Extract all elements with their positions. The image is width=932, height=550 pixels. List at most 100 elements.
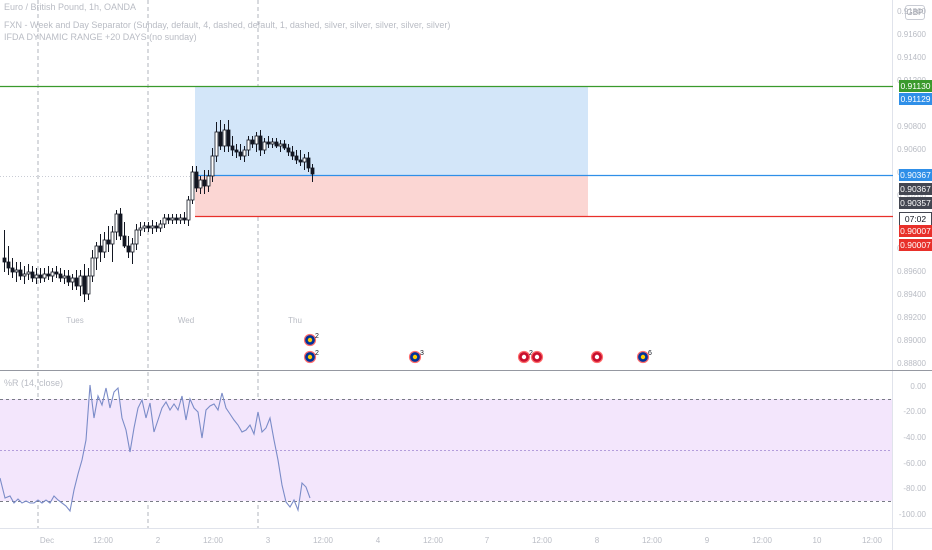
- candle-body: [222, 129, 227, 147]
- candle-body: [134, 229, 139, 245]
- candle-body: [230, 145, 235, 151]
- candle-body: [186, 199, 191, 221]
- candle-body: [238, 151, 243, 157]
- range-upper-zone: [195, 86, 588, 175]
- day-label-tues: Tues: [66, 316, 84, 325]
- candle-body: [94, 245, 99, 259]
- candle-body: [6, 261, 11, 269]
- candle-body: [114, 213, 119, 233]
- price-tick: 0.89000: [897, 336, 926, 345]
- candle-body: [26, 271, 31, 275]
- candle-body: [274, 141, 279, 147]
- candle-body: [126, 245, 131, 253]
- time-tick: 7: [484, 536, 490, 545]
- indicator-tick: -40.00: [903, 433, 926, 442]
- candle-body: [286, 147, 291, 153]
- price-tick: 0.89600: [897, 267, 926, 276]
- close-price-label: 0.90357: [899, 197, 932, 209]
- price-tick: 0.91800: [897, 7, 926, 16]
- candle-body: [234, 149, 239, 153]
- symbol-title[interactable]: Euro / British Pound, 1h, OANDA: [4, 2, 137, 12]
- blue-top-price-label: 0.91129: [899, 93, 932, 105]
- candle-body: [266, 141, 271, 145]
- candle-body: [254, 135, 259, 145]
- time-tick: 12:00: [751, 536, 773, 545]
- candle-body: [210, 155, 215, 177]
- candle-body: [182, 217, 187, 221]
- candle-body: [262, 141, 267, 151]
- time-tick: 12:00: [312, 536, 334, 545]
- time-tick: 4: [375, 536, 381, 545]
- candle-body: [146, 225, 151, 229]
- candle-body: [74, 277, 79, 287]
- candlestick-series: [2, 120, 315, 302]
- candle-body: [162, 217, 167, 225]
- candle-body: [246, 139, 251, 151]
- candle-body: [70, 277, 75, 283]
- candle-body: [22, 273, 27, 277]
- price-tick: 0.90600: [897, 145, 926, 154]
- event-count: 6: [648, 350, 652, 357]
- candle-body: [42, 273, 47, 279]
- candle-body: [18, 269, 23, 277]
- candle-body: [158, 223, 163, 229]
- candle-body: [242, 149, 247, 157]
- candle-body: [198, 179, 203, 189]
- event-flag-icon-center: [307, 354, 313, 360]
- event-count: 2: [529, 350, 533, 357]
- candle-body: [118, 213, 123, 237]
- candle-body: [122, 235, 127, 247]
- price-tick: 0.89200: [897, 313, 926, 322]
- candle-body: [250, 139, 255, 145]
- candle-body: [142, 225, 147, 229]
- candle-body: [58, 273, 63, 279]
- candle-body: [310, 167, 315, 175]
- time-tick: Dec: [39, 536, 55, 545]
- price-tick: 0.88800: [897, 359, 926, 368]
- price-tick: 0.91400: [897, 53, 926, 62]
- indicator-tick: -80.00: [903, 484, 926, 493]
- candle-body: [130, 243, 135, 253]
- candle-body: [202, 179, 207, 187]
- candle-body: [2, 257, 7, 263]
- currency-badge[interactable]: GBP: [905, 5, 925, 20]
- candle-body: [102, 239, 107, 253]
- candle-body: [98, 245, 103, 253]
- candle-body: [110, 231, 115, 245]
- candle-body: [306, 157, 311, 169]
- event-count: 2: [315, 350, 319, 357]
- candle-body: [150, 225, 155, 229]
- red-price-label-2: 0.90007: [899, 239, 932, 251]
- economic-events[interactable]: 2 2 3 2 6: [303, 333, 653, 364]
- candle-body: [66, 275, 71, 283]
- time-tick: 10: [812, 536, 822, 545]
- indicator-tick: -60.00: [903, 459, 926, 468]
- indicator-title[interactable]: %R (14, close): [4, 378, 64, 388]
- event-flag-icon-center: [412, 354, 418, 360]
- event-flag-icon-center: [307, 337, 313, 343]
- candle-body: [206, 175, 211, 187]
- candle-body: [302, 157, 307, 163]
- candle-body: [214, 131, 219, 157]
- candle-body: [270, 141, 275, 145]
- time-tick: 12:00: [422, 536, 444, 545]
- time-tick: 12:00: [861, 536, 883, 545]
- candle-body: [170, 217, 175, 221]
- blue-price-label: 0.90367: [899, 169, 932, 181]
- candle-body: [138, 227, 143, 231]
- candle-body: [166, 217, 171, 221]
- study-range-label[interactable]: IFDA DYNAMIC RANGE +20 DAYS (no sunday): [4, 32, 197, 42]
- candle-body: [298, 159, 303, 163]
- price-tick: 0.90800: [897, 122, 926, 131]
- indicator-tick: -20.00: [903, 407, 926, 416]
- candle-body: [86, 275, 91, 295]
- candle-body: [194, 171, 199, 189]
- bar-countdown: 07:02: [899, 212, 932, 226]
- candle-body: [106, 239, 111, 245]
- event-count: 3: [420, 350, 424, 357]
- candle-body: [278, 143, 283, 147]
- time-tick: 2: [155, 536, 161, 545]
- day-label-thu: Thu: [288, 316, 302, 325]
- study-separator-label[interactable]: FXN - Week and Day Separator (Sunday, de…: [4, 20, 451, 30]
